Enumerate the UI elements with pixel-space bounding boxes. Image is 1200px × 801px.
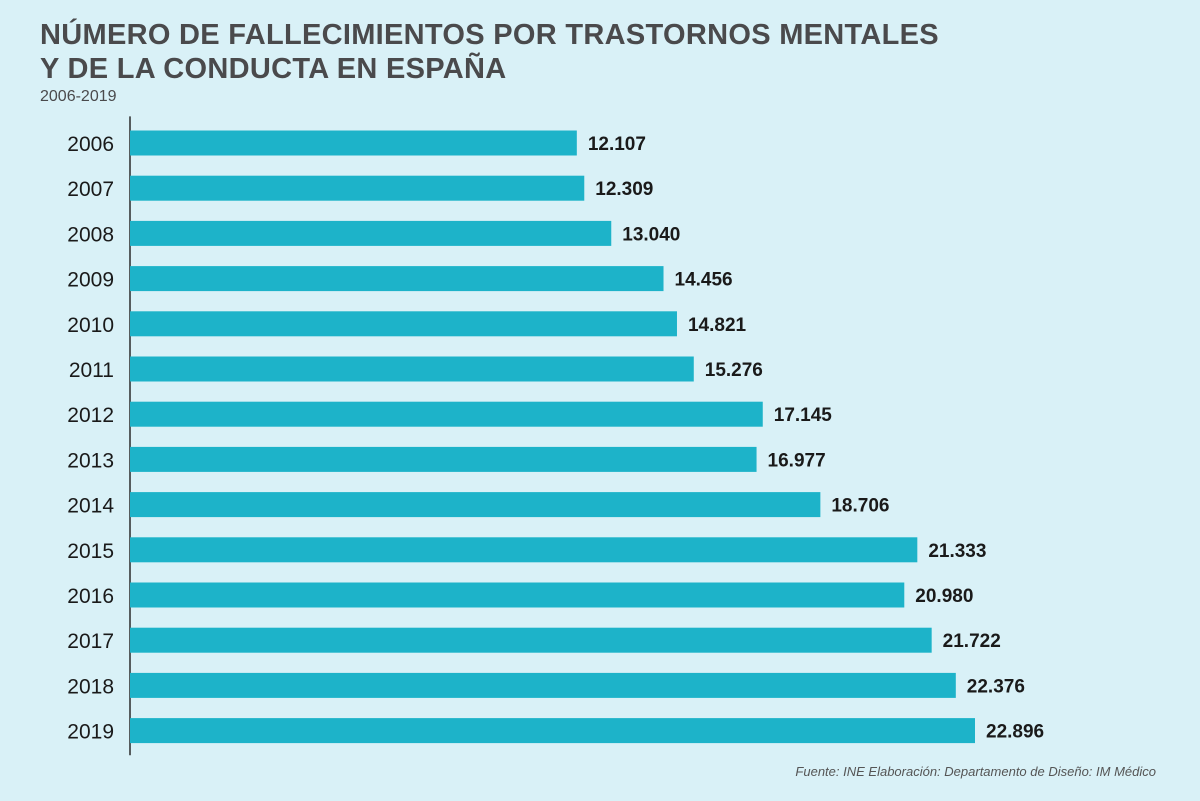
y-tick-label: 2007 (67, 178, 114, 201)
y-tick-label: 2013 (67, 449, 114, 472)
y-tick-label: 2017 (67, 630, 114, 653)
data-label: 16.977 (768, 450, 826, 471)
bar (130, 130, 577, 156)
y-tick-label: 2006 (67, 133, 114, 156)
y-tick-label: 2008 (67, 223, 114, 246)
bar (130, 672, 956, 698)
data-label: 20.980 (915, 586, 973, 607)
chart-subtitle: 2006-2019 (40, 88, 117, 105)
data-label: 14.456 (675, 270, 733, 291)
y-tick-label: 2014 (67, 495, 114, 518)
data-label: 21.333 (928, 541, 986, 562)
bar (130, 537, 918, 563)
data-label: 21.722 (943, 631, 1001, 652)
data-label: 14.821 (688, 315, 747, 336)
chart-title: NÚMERO DE FALLECIMIENTOS POR TRASTORNOS … (40, 18, 1040, 86)
y-tick-label: 2015 (67, 540, 114, 563)
y-tick-label: 2010 (67, 314, 114, 337)
y-tick-label: 2018 (67, 675, 114, 698)
data-label: 13.040 (622, 224, 680, 245)
source-note: Fuente: INE Elaboración: Departamento de… (795, 764, 1156, 779)
y-tick-label: 2009 (67, 269, 114, 292)
bar (130, 266, 664, 292)
bar (130, 492, 821, 518)
y-tick-label: 2012 (67, 404, 114, 427)
bar (130, 718, 975, 744)
bar (130, 356, 694, 382)
data-label: 15.276 (705, 360, 763, 381)
bar (130, 220, 612, 246)
data-label: 18.706 (831, 496, 889, 517)
chart-title-line-1: NÚMERO DE FALLECIMIENTOS POR TRASTORNOS … (40, 19, 939, 51)
bar (130, 627, 932, 653)
data-label: 17.145 (774, 405, 833, 426)
bar (130, 446, 757, 472)
bar (130, 311, 677, 337)
bar (130, 401, 763, 427)
y-tick-label: 2016 (67, 585, 114, 608)
bar (130, 582, 905, 608)
data-label: 12.107 (588, 134, 646, 155)
data-label: 22.896 (986, 722, 1044, 743)
y-tick-label: 2011 (69, 359, 114, 382)
data-label: 22.376 (967, 676, 1025, 697)
chart-title-line-2: Y DE LA CONDUCTA EN ESPAÑA (40, 53, 507, 85)
y-tick-label: 2019 (67, 721, 114, 744)
bar (130, 175, 585, 201)
data-label: 12.309 (595, 179, 653, 200)
